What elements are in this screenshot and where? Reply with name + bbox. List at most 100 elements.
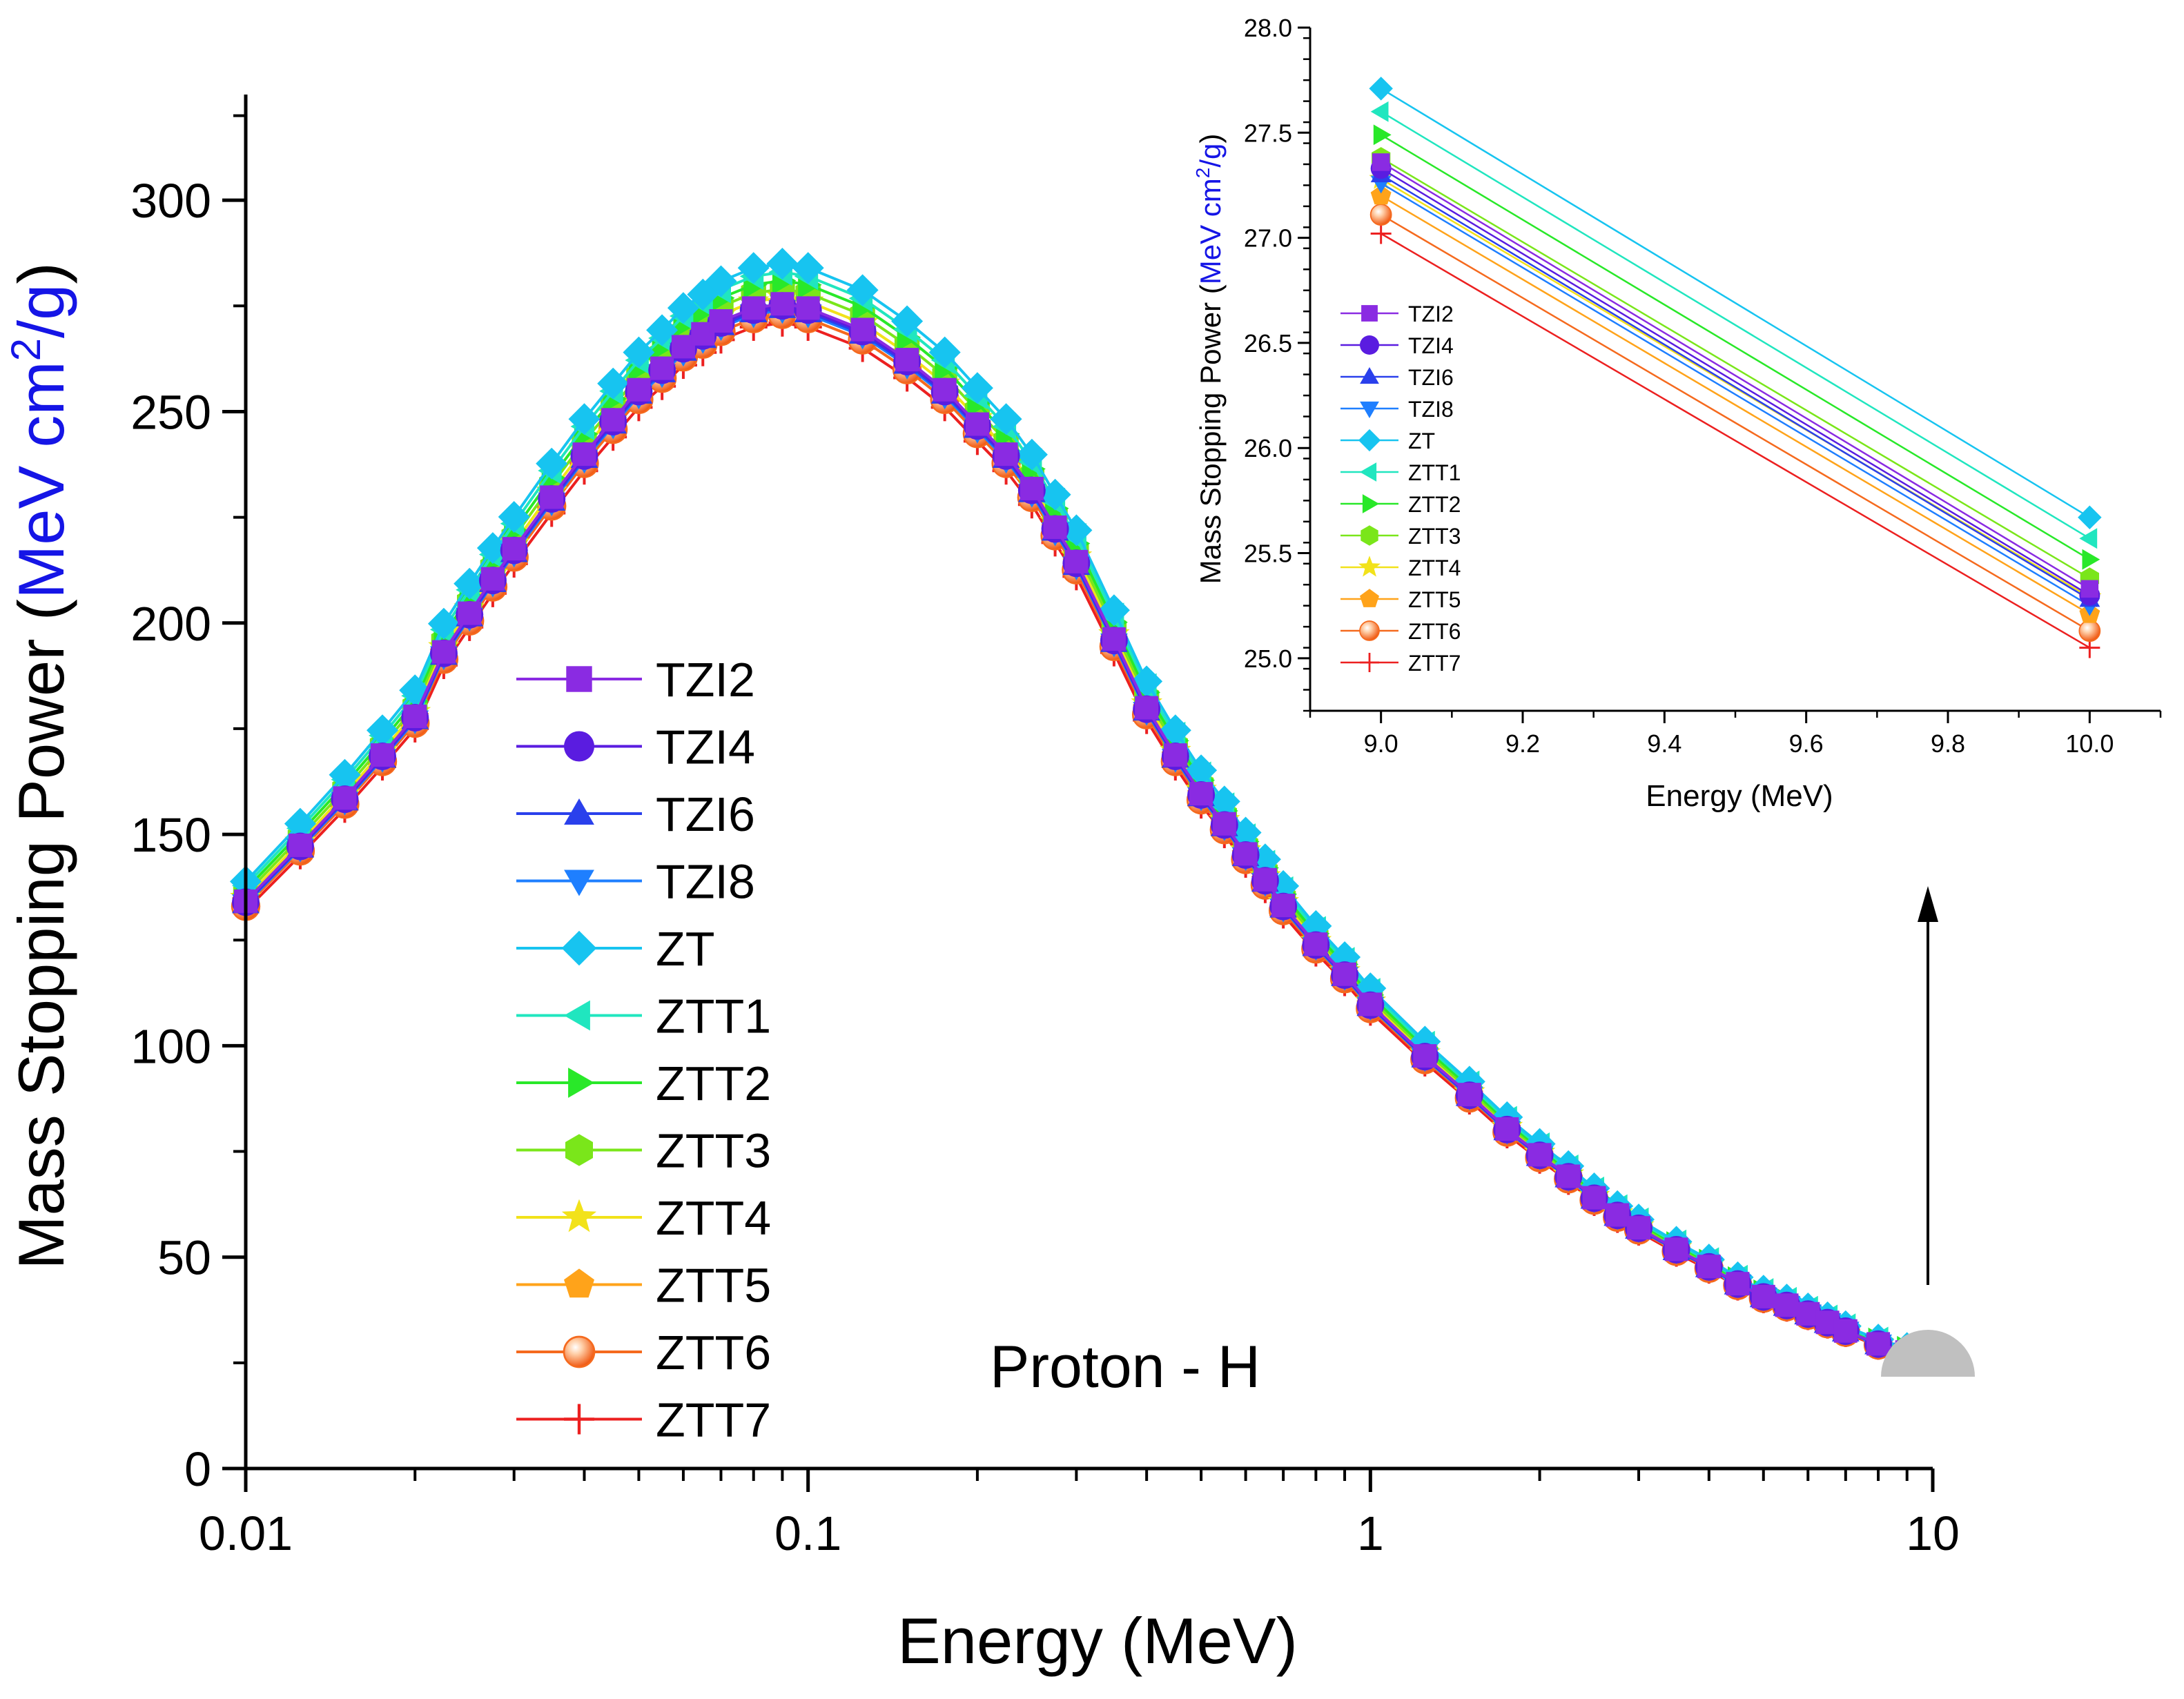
data-point [1234, 842, 1258, 866]
legend-item-ztt5: ZTT5 [516, 1259, 771, 1313]
inset-legend-label: TZI2 [1408, 302, 1454, 326]
inset-legend-marker [1360, 367, 1379, 384]
inset-data-point [1373, 124, 1392, 146]
legend-label: ZTT3 [656, 1124, 771, 1178]
zoom-region-marker [1881, 1330, 1975, 1377]
data-point [891, 305, 924, 337]
data-point [597, 367, 630, 400]
data-point [1726, 1272, 1750, 1296]
y-tick-label: 300 [130, 174, 211, 228]
data-point [1333, 962, 1357, 986]
data-point [1208, 785, 1240, 818]
inset-legend-item-ztt6: ZTT6 [1340, 619, 1461, 644]
inset-data-point [1369, 77, 1393, 101]
inset-series-line [1381, 182, 2090, 607]
main-y-label-suffix: ) [5, 262, 77, 284]
data-point [498, 501, 530, 533]
data-point [284, 807, 316, 840]
inset-legend-label: ZTT4 [1408, 556, 1461, 580]
data-point [646, 314, 679, 346]
legend-item-ztt1: ZTT1 [516, 990, 771, 1043]
inset-series-ztt7 [1370, 223, 2100, 658]
inset-series-line [1381, 214, 2090, 632]
legend-item-zt: ZT [516, 922, 715, 976]
inset-y-axis-label: Mass Stopping Power (MeV cm2/g) [1192, 134, 1227, 585]
inset-legend-marker [1358, 556, 1381, 577]
data-point [792, 252, 824, 284]
legend-marker [564, 1000, 590, 1031]
legend-label: TZI4 [656, 720, 755, 774]
data-point [850, 317, 875, 342]
inset-legend-item-ztt1: ZTT1 [1340, 460, 1461, 485]
data-point [1775, 1293, 1799, 1317]
inset-series-line [1381, 88, 2090, 518]
legend-marker [563, 1335, 596, 1368]
main-y-axis-label: Mass Stopping Power (MeV cm2/g) [3, 262, 77, 1270]
data-point [1102, 627, 1126, 651]
legend-item-tzi6: TZI6 [516, 787, 755, 841]
data-point [1413, 1044, 1437, 1068]
inset-series-zt [1369, 77, 2102, 529]
data-point [1664, 1237, 1688, 1261]
data-point [961, 372, 993, 404]
series-line-ztt6 [244, 313, 1933, 1363]
data-point [928, 336, 961, 369]
data-point [1606, 1203, 1630, 1227]
series-ztt2 [235, 266, 1947, 1373]
inset-y-tick-label: 27.0 [1244, 224, 1292, 253]
inset-y-tick-label: 26.5 [1244, 329, 1292, 357]
legend-item-tzi2: TZI2 [516, 653, 755, 707]
series-line-ztt4 [244, 296, 1933, 1362]
data-point [427, 607, 460, 640]
inset-data-point [2082, 549, 2100, 570]
series-line-ztt7 [244, 321, 1933, 1364]
legend-label: ZTT4 [656, 1191, 771, 1245]
inset-legend-item-ztt2: ZTT2 [1340, 492, 1461, 517]
inset-legend-item-tzi4: TZI4 [1340, 333, 1454, 358]
data-point [1060, 514, 1093, 547]
inset-series-line [1381, 233, 2090, 649]
inset-legend-label: ZTT7 [1408, 651, 1461, 676]
x-tick-label: 0.1 [774, 1506, 841, 1560]
data-point [1098, 594, 1130, 627]
inset-x-tick-label: 9.8 [1931, 729, 1965, 758]
series-line-zt [244, 262, 1933, 1359]
inset-series-tzi2 [1372, 153, 2099, 598]
inset-data-point [1370, 223, 1392, 244]
data-point [1043, 515, 1067, 540]
data-point [1557, 1164, 1581, 1188]
y-tick-label: 200 [130, 597, 211, 651]
inset-data-point [1370, 101, 1389, 122]
data-point [796, 296, 820, 320]
legend-item-ztt6: ZTT6 [516, 1326, 771, 1379]
legend-marker [568, 1068, 594, 1098]
inset-legend-label: ZT [1408, 429, 1435, 453]
inset-x-tick-label: 10.0 [2065, 729, 2114, 758]
inset-legend-marker [1360, 589, 1379, 607]
zoom-callout [1881, 886, 1975, 1377]
series-ztt5 [232, 291, 1947, 1373]
legend-label: ZTT2 [656, 1057, 771, 1110]
inset-data-point [2078, 620, 2101, 642]
series-tzi2 [234, 292, 1944, 1373]
inset-data-point [2078, 505, 2102, 529]
data-point [568, 403, 601, 435]
inset-series-tzi6 [1370, 164, 2100, 607]
y-tick-label: 0 [184, 1442, 211, 1496]
x-tick-label: 0.01 [199, 1506, 293, 1560]
legend-marker [564, 870, 594, 896]
data-point [480, 567, 505, 591]
legend-marker [566, 666, 592, 692]
inset-series-line [1381, 134, 2090, 560]
series-line-ztt5 [244, 304, 1933, 1362]
data-point [1163, 743, 1187, 767]
inset-y-tick-label: 27.5 [1244, 119, 1292, 147]
data-point [1015, 438, 1048, 471]
inset-series-ztt3 [1372, 147, 2099, 589]
inset-y-label-prefix: Mass Stopping Power ( [1194, 284, 1227, 584]
data-point [1866, 1332, 1891, 1356]
series-line-tzi4 [244, 304, 1933, 1362]
inset-data-point [2079, 528, 2098, 549]
legend-item-ztt2: ZTT2 [516, 1057, 771, 1110]
main-legend: TZI2 TZI4 TZI6 TZI8 ZT ZTT1 ZTT2 ZTT3 ZTT4 ZTT5 ZT… [516, 653, 771, 1447]
